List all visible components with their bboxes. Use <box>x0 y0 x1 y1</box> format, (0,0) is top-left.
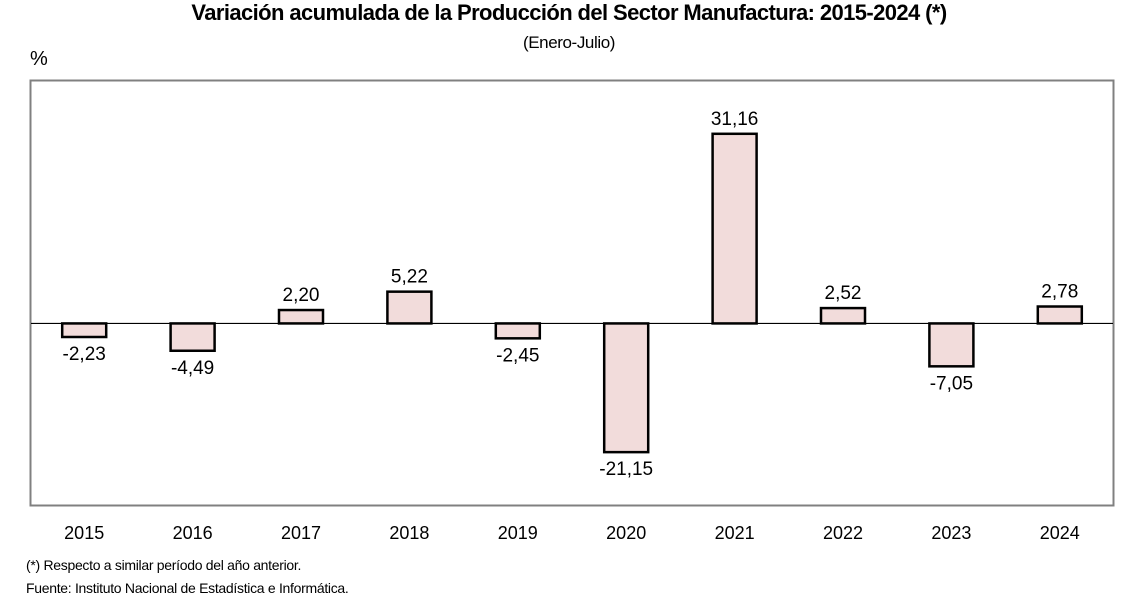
chart-subtitle: (Enero-Julio) <box>523 33 615 52</box>
x-tick-label-2017: 2017 <box>281 523 321 543</box>
x-tick-label-2022: 2022 <box>823 523 863 543</box>
x-tick-label-2015: 2015 <box>64 523 104 543</box>
data-label-2016: -4,49 <box>171 358 214 379</box>
y-axis-label: % <box>30 48 48 70</box>
x-tick-label-2016: 2016 <box>173 523 213 543</box>
data-label-2019: -2,45 <box>496 345 539 366</box>
bar-2015 <box>60 322 108 339</box>
bar-2022 <box>819 306 867 325</box>
data-label-2023: -7,05 <box>930 373 973 394</box>
data-label-2020: -21,15 <box>599 459 653 480</box>
bar-2018 <box>386 290 433 325</box>
x-tick-label-2018: 2018 <box>389 523 429 543</box>
bar-2016 <box>169 322 216 353</box>
bar-2020 <box>602 322 650 454</box>
chart-title: Variación acumulada de la Producción del… <box>191 0 946 25</box>
bar-2024 <box>1036 305 1084 325</box>
footnote-source: Fuente: Instituto Nacional de Estadístic… <box>26 580 349 596</box>
data-label-2015: -2,23 <box>63 344 106 365</box>
x-tick-label-2023: 2023 <box>931 523 971 543</box>
bar-2017 <box>277 308 325 325</box>
data-label-2021: 31,16 <box>711 109 759 130</box>
bar-2019 <box>494 322 542 340</box>
plot-area <box>29 79 1115 507</box>
bar-2021 <box>711 132 758 325</box>
data-label-2022: 2,52 <box>825 283 862 304</box>
x-tick-label-2020: 2020 <box>606 523 646 543</box>
data-label-2017: 2,20 <box>283 285 320 306</box>
data-label-2024: 2,78 <box>1041 282 1078 303</box>
x-tick-label-2021: 2021 <box>715 523 755 543</box>
bar-2023 <box>928 322 975 368</box>
x-tick-label-2019: 2019 <box>498 523 538 543</box>
data-label-2018: 5,22 <box>391 267 428 288</box>
x-tick-label-2024: 2024 <box>1040 523 1080 543</box>
footnote-note: (*) Respecto a similar período del año a… <box>26 557 302 573</box>
